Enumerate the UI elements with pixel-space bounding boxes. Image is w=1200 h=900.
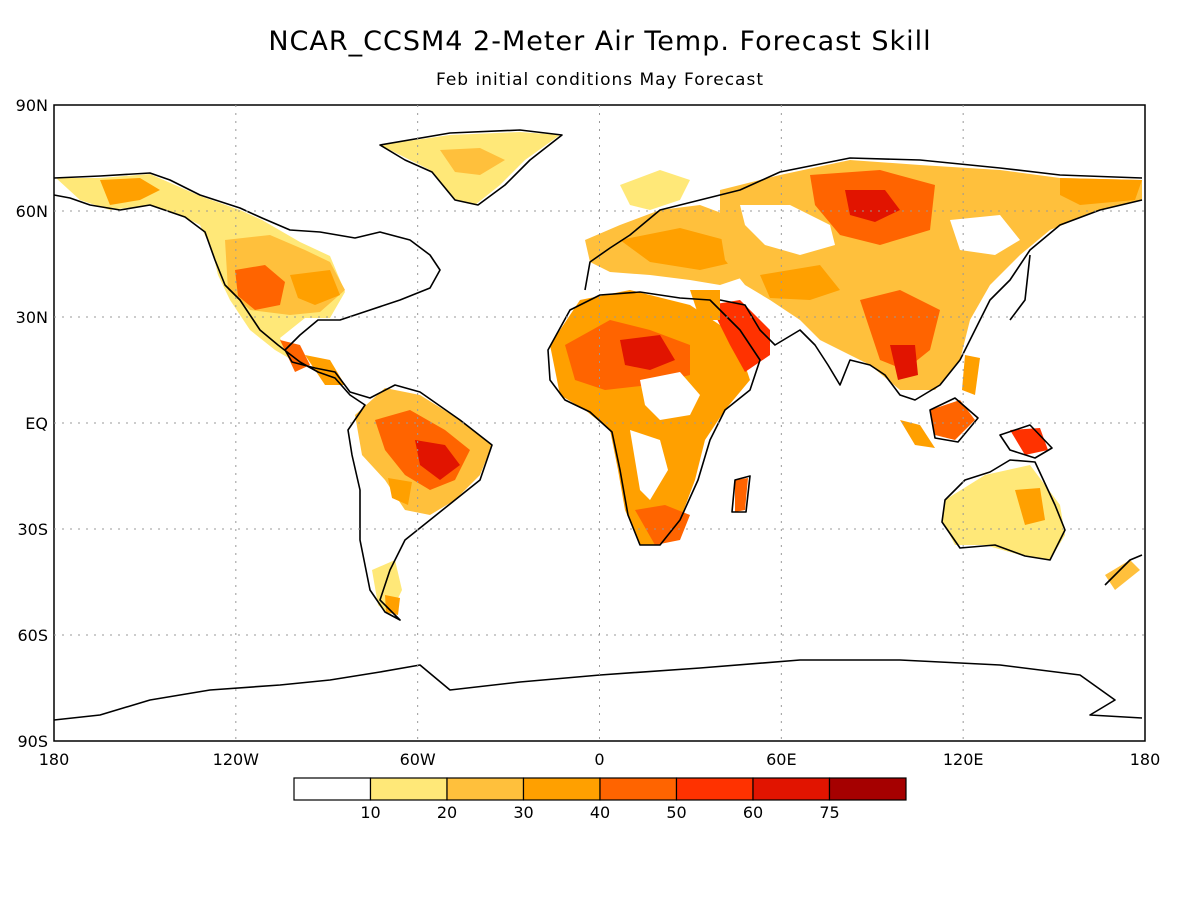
lon-tick-label: 120E xyxy=(943,750,984,769)
colorbar-swatch xyxy=(675,777,754,801)
colorbar-label: 30 xyxy=(513,803,533,822)
colorbar-label: 10 xyxy=(360,803,380,822)
colorbar-label: 60 xyxy=(743,803,763,822)
lon-tick-label: 180 xyxy=(1130,750,1161,769)
north-america-shade xyxy=(56,174,345,360)
colorbar-swatch xyxy=(522,777,601,801)
lon-tick-label: 0 xyxy=(594,750,604,769)
coastlines xyxy=(53,129,1143,721)
color-bar: 10 20 30 40 50 60 75 xyxy=(293,777,907,822)
colorbar-swatch xyxy=(828,777,907,801)
lat-tick-label: 90S xyxy=(17,732,48,751)
graticule xyxy=(54,105,1145,741)
lat-tick-label: 30S xyxy=(17,520,48,539)
colorbar-swatch xyxy=(293,777,372,801)
australia-shade xyxy=(942,465,1065,560)
map-subtitle: Feb initial conditions May Forecast xyxy=(435,70,764,90)
colorbar-swatch xyxy=(752,777,831,801)
colorbar-swatch xyxy=(369,777,448,801)
lat-tick-label: 30N xyxy=(16,308,48,327)
colorbar-label: 20 xyxy=(437,803,457,822)
lon-tick-label: 120W xyxy=(213,750,260,769)
lon-tick-label: 60E xyxy=(766,750,796,769)
colorbar-swatch xyxy=(599,777,678,801)
skill-shading xyxy=(56,132,1142,615)
colorbar-swatch xyxy=(446,777,525,801)
lon-tick-label: 180 xyxy=(39,750,70,769)
lat-tick-label: 60N xyxy=(16,202,48,221)
colorbar-label: 75 xyxy=(819,803,839,822)
map-title: NCAR_CCSM4 2-Meter Air Temp. Forecast Sk… xyxy=(268,26,932,57)
lat-tick-label: 90N xyxy=(16,96,48,115)
africa-shade xyxy=(550,290,750,545)
lat-tick-label: 60S xyxy=(17,626,48,645)
lat-tick-label: EQ xyxy=(25,414,48,433)
colorbar-label: 50 xyxy=(666,803,686,822)
colorbar-label: 40 xyxy=(590,803,610,822)
lon-tick-label: 60W xyxy=(400,750,436,769)
